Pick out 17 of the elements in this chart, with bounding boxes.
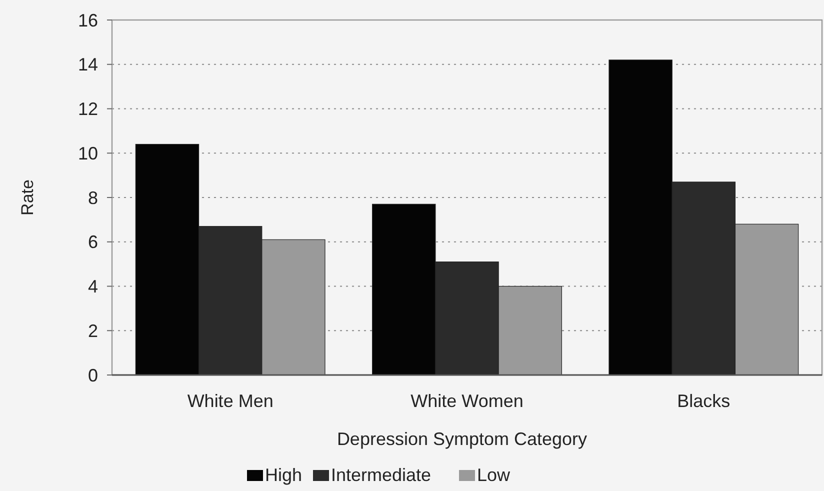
legend-label: High <box>265 465 302 485</box>
legend-label: Low <box>477 465 512 485</box>
y-tick-label: 6 <box>88 232 98 252</box>
y-tick-label: 14 <box>78 54 98 75</box>
legend-label: Intermediate <box>331 465 432 485</box>
y-tick-label: 12 <box>78 99 98 120</box>
y-axis-title: Rate <box>18 180 37 216</box>
y-tick-label: 8 <box>88 188 98 208</box>
y-tick-label: 10 <box>78 143 98 164</box>
x-tick-label: White Women <box>410 391 524 411</box>
x-tick-label: Blacks <box>677 391 730 411</box>
x-tick-label: White Men <box>187 391 274 411</box>
y-tick-label: 0 <box>88 365 98 386</box>
y-tick-label: 4 <box>88 276 98 297</box>
x-axis-title: Depression Symptom Category <box>336 429 588 449</box>
y-tick-label: 2 <box>88 320 98 341</box>
y-tick-label: 16 <box>78 10 98 30</box>
